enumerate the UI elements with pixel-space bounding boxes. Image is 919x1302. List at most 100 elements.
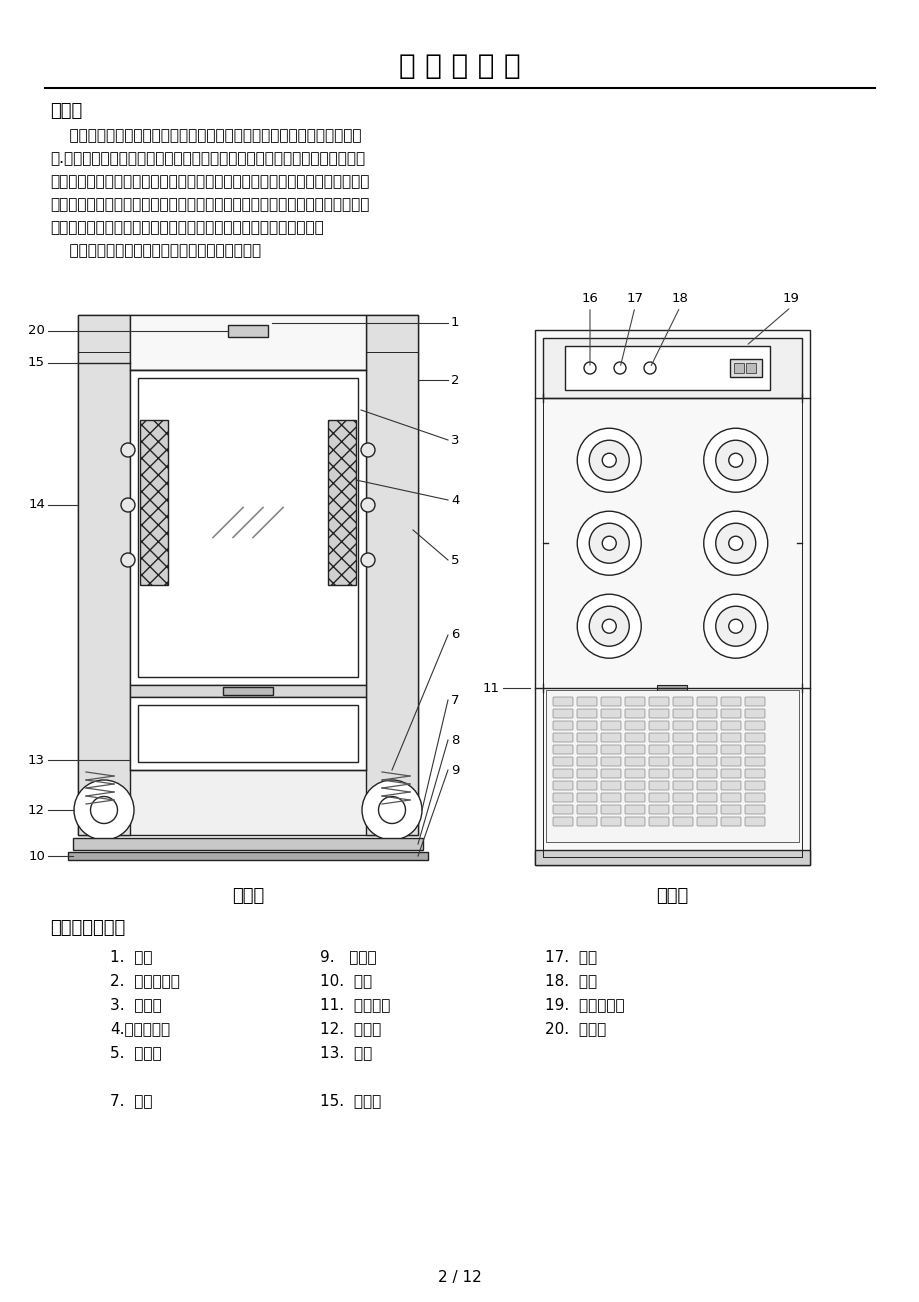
Text: 6: 6 — [450, 629, 459, 642]
Text: 18: 18 — [671, 292, 687, 305]
Text: 5: 5 — [450, 553, 459, 566]
FancyBboxPatch shape — [744, 769, 765, 779]
FancyBboxPatch shape — [697, 793, 716, 802]
FancyBboxPatch shape — [600, 756, 620, 766]
Text: 17: 17 — [626, 292, 642, 305]
FancyBboxPatch shape — [576, 816, 596, 825]
FancyBboxPatch shape — [600, 781, 620, 790]
Text: 19: 19 — [782, 292, 799, 305]
Circle shape — [715, 607, 754, 646]
Circle shape — [715, 440, 754, 480]
FancyBboxPatch shape — [576, 745, 596, 754]
FancyBboxPatch shape — [697, 721, 716, 730]
Text: 验室、制药厂、食品加工业、电子厂等等一切需要空气净化的场所。: 验室、制药厂、食品加工业、电子厂等等一切需要空气净化的场所。 — [50, 220, 323, 234]
FancyBboxPatch shape — [744, 756, 765, 766]
FancyBboxPatch shape — [673, 710, 692, 717]
FancyBboxPatch shape — [744, 697, 765, 706]
FancyBboxPatch shape — [600, 697, 620, 706]
FancyBboxPatch shape — [744, 745, 765, 754]
Text: 7: 7 — [450, 694, 459, 707]
FancyBboxPatch shape — [673, 816, 692, 825]
FancyBboxPatch shape — [576, 793, 596, 802]
FancyBboxPatch shape — [648, 769, 668, 779]
FancyBboxPatch shape — [744, 805, 765, 814]
Circle shape — [90, 797, 118, 823]
Text: 13: 13 — [28, 754, 45, 767]
FancyBboxPatch shape — [673, 769, 692, 779]
Bar — [545, 690, 798, 842]
Circle shape — [602, 620, 616, 633]
FancyBboxPatch shape — [673, 697, 692, 706]
FancyBboxPatch shape — [697, 769, 716, 779]
Bar — [130, 697, 366, 769]
Text: 3.  正压筱: 3. 正压筱 — [110, 997, 162, 1012]
FancyBboxPatch shape — [720, 769, 740, 779]
FancyBboxPatch shape — [648, 710, 668, 717]
FancyBboxPatch shape — [648, 697, 668, 706]
Text: 15: 15 — [28, 357, 45, 370]
Circle shape — [715, 523, 754, 564]
Bar — [733, 363, 743, 372]
Circle shape — [588, 523, 629, 564]
Text: 9: 9 — [450, 763, 459, 776]
Text: 4: 4 — [450, 493, 459, 506]
FancyBboxPatch shape — [720, 697, 740, 706]
Bar — [222, 687, 273, 695]
FancyBboxPatch shape — [624, 805, 644, 814]
Bar — [228, 326, 267, 337]
Text: 15.  灯盖板: 15. 灯盖板 — [320, 1092, 380, 1108]
FancyBboxPatch shape — [648, 756, 668, 766]
Bar — [745, 363, 755, 372]
Circle shape — [728, 536, 742, 551]
FancyBboxPatch shape — [648, 816, 668, 825]
FancyBboxPatch shape — [552, 756, 573, 766]
Text: 2.  电路控制板: 2. 电路控制板 — [110, 973, 180, 988]
FancyBboxPatch shape — [552, 745, 573, 754]
FancyBboxPatch shape — [576, 697, 596, 706]
Circle shape — [360, 497, 375, 512]
Circle shape — [613, 362, 625, 374]
Circle shape — [121, 443, 135, 457]
Text: 10: 10 — [28, 849, 45, 862]
Circle shape — [588, 607, 629, 646]
Text: 正视图: 正视图 — [232, 887, 264, 905]
Text: 13.  风喘: 13. 风喘 — [320, 1046, 372, 1060]
Text: 产 品 说 明 书: 产 品 说 明 书 — [399, 52, 520, 79]
Text: 1.  顶盖: 1. 顶盖 — [110, 949, 153, 963]
FancyBboxPatch shape — [648, 781, 668, 790]
FancyBboxPatch shape — [697, 745, 716, 754]
FancyBboxPatch shape — [552, 805, 573, 814]
Bar — [138, 704, 357, 762]
FancyBboxPatch shape — [552, 816, 573, 825]
FancyBboxPatch shape — [600, 733, 620, 742]
Circle shape — [703, 428, 767, 492]
FancyBboxPatch shape — [552, 697, 573, 706]
Bar — [140, 421, 168, 585]
Bar — [366, 315, 417, 835]
FancyBboxPatch shape — [720, 805, 740, 814]
FancyBboxPatch shape — [624, 781, 644, 790]
FancyBboxPatch shape — [720, 721, 740, 730]
FancyBboxPatch shape — [697, 733, 716, 742]
FancyBboxPatch shape — [624, 697, 644, 706]
FancyBboxPatch shape — [744, 733, 765, 742]
FancyBboxPatch shape — [648, 805, 668, 814]
Text: 5.  右企身: 5. 右企身 — [110, 1046, 162, 1060]
Text: 12: 12 — [28, 803, 45, 816]
Circle shape — [576, 512, 641, 575]
FancyBboxPatch shape — [576, 733, 596, 742]
Text: 制外部污染空气进入洁净区。本设备广泛应用于半导体元器件生产工厂、生物实: 制外部污染空气进入洁净区。本设备广泛应用于半导体元器件生产工厂、生物实 — [50, 197, 369, 212]
Circle shape — [643, 362, 655, 374]
Text: 1: 1 — [450, 316, 459, 329]
Text: 2: 2 — [450, 374, 459, 387]
Text: 2 / 12: 2 / 12 — [437, 1269, 482, 1285]
Text: 11.  光电开关: 11. 光电开关 — [320, 997, 390, 1012]
Text: 感您购买本公司更衣风淋室，更衣风淋室是防止污染空气进入洁净区的装: 感您购买本公司更衣风淋室，更衣风淋室是防止污染空气进入洁净区的装 — [50, 128, 361, 143]
Bar — [130, 685, 366, 697]
FancyBboxPatch shape — [697, 816, 716, 825]
FancyBboxPatch shape — [697, 781, 716, 790]
Text: 20: 20 — [28, 324, 45, 337]
Bar — [328, 421, 356, 585]
FancyBboxPatch shape — [720, 781, 740, 790]
Text: 此手册向您介绍更衣风淋室的结构及使用事项。: 此手册向您介绍更衣风淋室的结构及使用事项。 — [50, 243, 261, 258]
